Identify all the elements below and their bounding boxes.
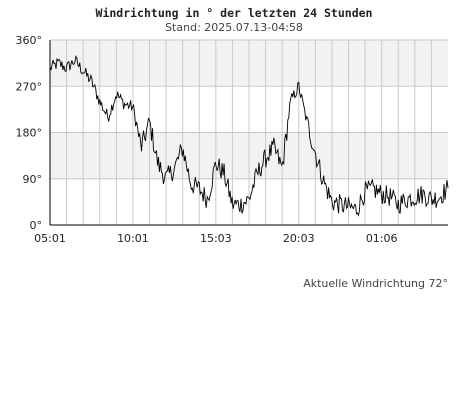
x-tick-label: 15:03 bbox=[200, 232, 232, 245]
current-direction-text: Aktuelle Windrichtung 72° bbox=[303, 277, 448, 290]
x-tick-label: 01:06 bbox=[366, 232, 398, 245]
y-tick-label: 270° bbox=[16, 80, 43, 93]
chart-subtitle: Stand: 2025.07.13-04:58 bbox=[165, 21, 303, 34]
series-line bbox=[49, 55, 449, 217]
y-tick-label: 180° bbox=[16, 127, 43, 140]
x-tick-label: 10:01 bbox=[117, 232, 149, 245]
y-tick-label: 0° bbox=[30, 219, 43, 232]
y-tick-labels: 0° 90° 180° 270° 360° bbox=[16, 34, 43, 232]
x-tick-labels: 05:01 10:01 15:03 20:03 01:06 bbox=[34, 232, 397, 245]
x-tick-label: 20:03 bbox=[283, 232, 315, 245]
gridlines bbox=[50, 39, 448, 225]
y-tick-label: 90° bbox=[23, 173, 43, 186]
series-layer bbox=[49, 55, 449, 217]
x-tick-label: 05:01 bbox=[34, 232, 66, 245]
axes bbox=[49, 40, 448, 226]
y-tick-label: 360° bbox=[16, 34, 43, 47]
chart-title: Windrichtung in ° der letzten 24 Stunden bbox=[95, 6, 373, 20]
